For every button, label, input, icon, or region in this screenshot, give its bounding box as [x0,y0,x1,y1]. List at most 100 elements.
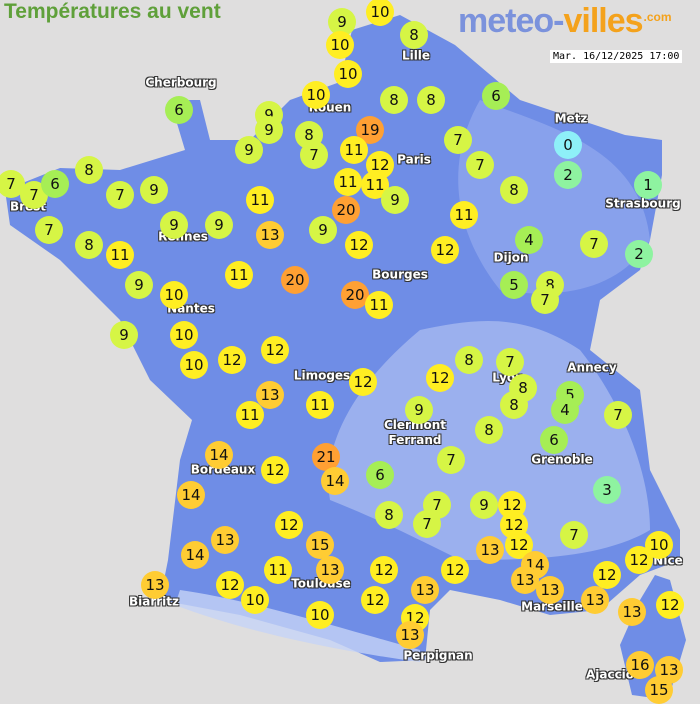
temperature-marker[interactable]: 4 [551,396,579,424]
temperature-marker[interactable]: 9 [470,491,498,519]
temperature-marker[interactable]: 14 [177,481,205,509]
temperature-marker[interactable]: 7 [106,181,134,209]
temperature-marker[interactable]: 12 [361,586,389,614]
temperature-marker[interactable]: 9 [255,116,283,144]
temperature-marker[interactable]: 14 [321,467,349,495]
temperature-marker[interactable]: 9 [328,8,356,36]
temperature-marker[interactable]: 7 [580,230,608,258]
temperature-marker[interactable]: 9 [205,211,233,239]
temperature-marker[interactable]: 11 [236,401,264,429]
temperature-marker[interactable]: 6 [41,170,69,198]
temperature-marker[interactable]: 9 [381,186,409,214]
temperature-marker[interactable]: 20 [332,196,360,224]
temperature-marker[interactable]: 13 [618,598,646,626]
temperature-marker[interactable]: 13 [211,526,239,554]
temperature-marker[interactable]: 12 [426,364,454,392]
temperature-marker[interactable]: 14 [205,441,233,469]
temperature-marker[interactable]: 13 [396,621,424,649]
temperature-marker[interactable]: 12 [216,571,244,599]
temperature-marker[interactable]: 19 [356,116,384,144]
temperature-marker[interactable]: 5 [500,271,528,299]
temperature-marker[interactable]: 7 [560,521,588,549]
temperature-marker[interactable]: 7 [413,510,441,538]
temperature-marker[interactable]: 7 [437,446,465,474]
logo[interactable]: meteo-villes.com [458,2,672,41]
temperature-marker[interactable]: 7 [496,348,524,376]
temperature-marker[interactable]: 8 [375,501,403,529]
temperature-marker[interactable]: 11 [334,168,362,196]
temperature-marker[interactable]: 11 [264,556,292,584]
temperature-marker[interactable]: 20 [341,281,369,309]
temperature-marker[interactable]: 11 [225,261,253,289]
temperature-marker[interactable]: 8 [500,176,528,204]
temperature-marker[interactable]: 13 [511,566,539,594]
temperature-marker[interactable]: 13 [411,576,439,604]
temperature-marker[interactable]: 11 [340,136,368,164]
temperature-marker[interactable]: 2 [625,240,653,268]
temperature-marker[interactable]: 8 [75,231,103,259]
temperature-marker[interactable]: 8 [75,156,103,184]
temperature-marker[interactable]: 0 [554,131,582,159]
temperature-marker[interactable]: 20 [281,266,309,294]
temperature-marker[interactable]: 9 [125,271,153,299]
temperature-marker[interactable]: 9 [405,396,433,424]
temperature-marker[interactable]: 9 [235,136,263,164]
temperature-marker[interactable]: 12 [593,561,621,589]
temperature-marker[interactable]: 11 [106,241,134,269]
temperature-marker[interactable]: 6 [366,461,394,489]
temperature-marker[interactable]: 6 [482,82,510,110]
temperature-marker[interactable]: 9 [160,211,188,239]
temperature-marker[interactable]: 10 [306,601,334,629]
temperature-marker[interactable]: 10 [302,81,330,109]
temperature-marker[interactable]: 8 [380,86,408,114]
temperature-marker[interactable]: 13 [256,381,284,409]
temperature-marker[interactable]: 12 [656,591,684,619]
temperature-marker[interactable]: 7 [531,286,559,314]
temperature-marker[interactable]: 12 [370,556,398,584]
temperature-marker[interactable]: 13 [141,571,169,599]
temperature-marker[interactable]: 13 [476,536,504,564]
temperature-marker[interactable]: 8 [475,416,503,444]
temperature-marker[interactable]: 10 [170,321,198,349]
temperature-marker[interactable]: 7 [35,216,63,244]
temperature-marker[interactable]: 12 [345,231,373,259]
temperature-marker[interactable]: 11 [365,291,393,319]
temperature-marker[interactable]: 10 [326,31,354,59]
temperature-marker[interactable]: 10 [180,351,208,379]
temperature-marker[interactable]: 1 [634,171,662,199]
temperature-marker[interactable]: 10 [645,531,673,559]
temperature-marker[interactable]: 15 [306,531,334,559]
temperature-marker[interactable]: 10 [334,60,362,88]
temperature-marker[interactable]: 8 [455,346,483,374]
temperature-marker[interactable]: 14 [181,541,209,569]
temperature-marker[interactable]: 12 [625,546,653,574]
temperature-marker[interactable]: 6 [540,426,568,454]
temperature-marker[interactable]: 12 [218,346,246,374]
temperature-marker[interactable]: 3 [593,476,621,504]
temperature-marker[interactable]: 10 [241,586,269,614]
temperature-marker[interactable]: 12 [431,236,459,264]
temperature-marker[interactable]: 12 [441,556,469,584]
temperature-marker[interactable]: 13 [256,221,284,249]
temperature-marker[interactable]: 13 [536,576,564,604]
temperature-marker[interactable]: 15 [645,676,673,704]
temperature-marker[interactable]: 12 [261,336,289,364]
temperature-marker[interactable]: 7 [604,401,632,429]
temperature-marker[interactable]: 8 [417,86,445,114]
temperature-marker[interactable]: 9 [140,176,168,204]
temperature-marker[interactable]: 9 [110,321,138,349]
temperature-marker[interactable]: 12 [261,456,289,484]
temperature-marker[interactable]: 11 [306,391,334,419]
temperature-marker[interactable]: 11 [246,186,274,214]
temperature-marker[interactable]: 13 [316,556,344,584]
temperature-marker[interactable]: 7 [444,126,472,154]
temperature-marker[interactable]: 16 [626,651,654,679]
temperature-marker[interactable]: 11 [450,201,478,229]
temperature-marker[interactable]: 7 [466,151,494,179]
temperature-marker[interactable]: 12 [275,511,303,539]
temperature-marker[interactable]: 10 [160,281,188,309]
temperature-marker[interactable]: 8 [500,391,528,419]
temperature-marker[interactable]: 12 [349,368,377,396]
temperature-marker[interactable]: 9 [309,216,337,244]
temperature-marker[interactable]: 4 [515,226,543,254]
